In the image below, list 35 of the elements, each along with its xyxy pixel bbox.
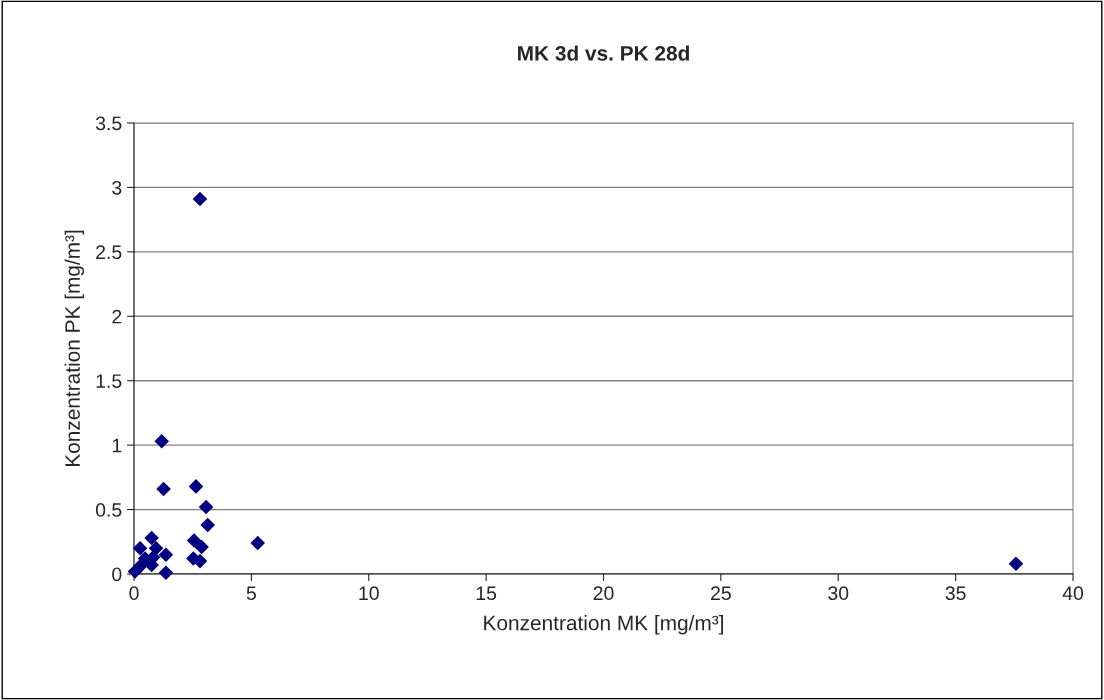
x-tick-label: 10 (359, 586, 379, 601)
y-tick-label: 3 (112, 180, 122, 195)
x-tick-label: 25 (711, 586, 731, 601)
y-tick-label: 2 (112, 309, 122, 324)
x-tick-label: 30 (828, 586, 849, 601)
y-tick-label: 1.5 (96, 374, 122, 388)
point (194, 539, 209, 555)
y-tick-label: 0.5 (95, 503, 122, 517)
point (158, 547, 174, 562)
x-axis-title: Konzentration MK [mg/m³] (484, 615, 724, 635)
point (144, 530, 159, 546)
x-tick-label: 20 (593, 586, 614, 601)
point (192, 191, 208, 207)
x-tick-label: 40 (1062, 586, 1084, 601)
point (1008, 556, 1024, 571)
y-axis-title: Konzentration PK [mg/m³] (64, 230, 85, 467)
point (132, 558, 148, 574)
y-tick-label: 0 (112, 567, 122, 582)
y-tick-label: 2.5 (96, 245, 122, 260)
y-tick-label: 1 (112, 438, 122, 453)
point (250, 535, 265, 551)
x-tick-label: 0 (129, 586, 139, 601)
x-tick-label: 5 (246, 586, 256, 601)
x-tick-label: 35 (945, 586, 966, 601)
point (154, 433, 169, 449)
point (158, 565, 174, 580)
point (156, 481, 171, 497)
point (188, 479, 204, 494)
point (186, 533, 202, 548)
x-tick-label: 15 (476, 586, 497, 601)
chart-title: MK 3d vs. PK 28d (518, 45, 689, 61)
y-tick-label: 3.5 (95, 116, 122, 131)
point (132, 540, 148, 556)
point (200, 517, 215, 533)
point (198, 499, 214, 515)
